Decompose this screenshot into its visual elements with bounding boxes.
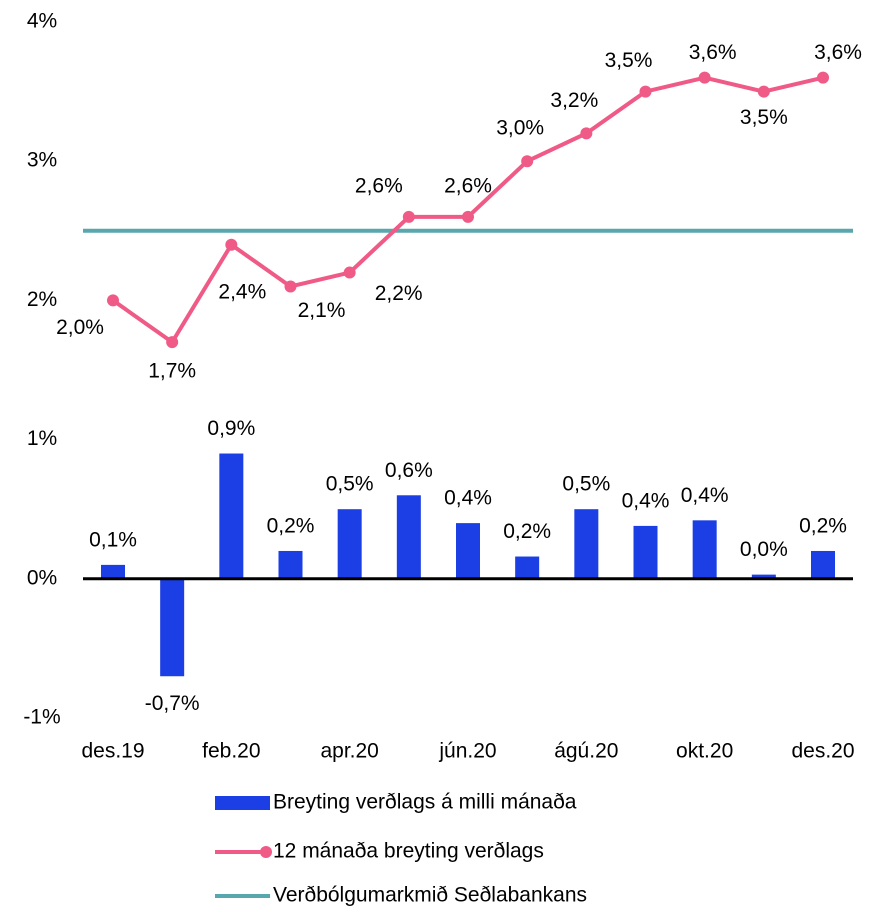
bar	[396, 495, 421, 579]
x-tick-label: okt.20	[676, 740, 733, 763]
data-label: 3,0%	[496, 117, 544, 140]
y-tick-label: 4%	[27, 10, 57, 33]
data-label: 0,1%	[89, 528, 137, 551]
bar	[633, 525, 658, 579]
legend-swatch	[215, 796, 270, 810]
bar	[101, 564, 125, 579]
data-label: 0,2%	[267, 515, 315, 538]
y-tick-label: -1%	[23, 706, 60, 729]
x-tick-label: apr.20	[320, 740, 378, 763]
data-label: 2,4%	[218, 280, 266, 303]
line-point	[225, 238, 238, 251]
bar	[574, 509, 599, 579]
line-point	[107, 294, 119, 307]
data-label: 2,2%	[375, 282, 423, 305]
y-tick-label: 3%	[27, 149, 57, 172]
data-label: 2,0%	[56, 316, 104, 339]
data-label: 2,6%	[444, 174, 492, 197]
data-label: 3,6%	[814, 41, 862, 64]
bar	[692, 520, 717, 579]
data-label: 2,1%	[298, 299, 346, 322]
line-point	[462, 210, 474, 223]
data-label: 0,9%	[207, 417, 255, 440]
data-label: 3,2%	[550, 89, 598, 112]
data-label: 0,6%	[385, 459, 433, 482]
line-point	[698, 71, 711, 84]
data-label: 3,5%	[740, 106, 788, 129]
y-tick-label: 1%	[27, 427, 57, 450]
legend-label: Breyting verðlags á milli mánaða	[273, 791, 577, 814]
bar	[515, 556, 540, 579]
legend-swatch	[260, 846, 272, 858]
data-label: 0,4%	[681, 484, 729, 507]
data-label: 3,5%	[605, 49, 653, 72]
data-label: 0,0%	[740, 538, 788, 561]
bar	[219, 453, 244, 579]
line-point	[521, 155, 534, 168]
line-point	[580, 127, 593, 140]
line-point	[284, 280, 297, 293]
line-point	[166, 336, 179, 349]
x-tick-label: feb.20	[202, 740, 260, 763]
data-label: 0,2%	[503, 520, 551, 543]
data-label: 0,4%	[622, 489, 670, 512]
line-point	[757, 85, 770, 98]
x-tick-label: ágú.20	[554, 740, 618, 763]
bar	[811, 550, 835, 579]
x-tick-label: jún.20	[438, 740, 496, 763]
bar	[278, 550, 303, 579]
data-label: 0,5%	[562, 473, 610, 496]
bar	[751, 574, 776, 579]
data-label: 0,2%	[799, 515, 847, 538]
line-point	[639, 85, 652, 98]
bar	[337, 509, 362, 579]
data-label: 2,6%	[355, 174, 403, 197]
bar	[456, 523, 480, 579]
data-label: 1,7%	[148, 360, 196, 383]
data-label: 0,4%	[444, 487, 492, 510]
bar	[160, 578, 185, 677]
line-point	[343, 266, 356, 279]
y-tick-label: 2%	[27, 288, 57, 311]
legend-label: 12 mánaða breyting verðlags	[273, 840, 544, 863]
x-tick-label: des.20	[791, 740, 854, 763]
data-label: 0,5%	[326, 473, 374, 496]
line-point	[402, 210, 415, 223]
data-label: 3,6%	[689, 41, 737, 64]
legend-label: Verðbólgumarkmið Seðlabankans	[273, 884, 587, 907]
data-label: -0,7%	[145, 692, 200, 715]
y-tick-label: 0%	[27, 566, 57, 589]
line-point	[817, 71, 829, 84]
x-tick-label: des.19	[81, 740, 144, 763]
